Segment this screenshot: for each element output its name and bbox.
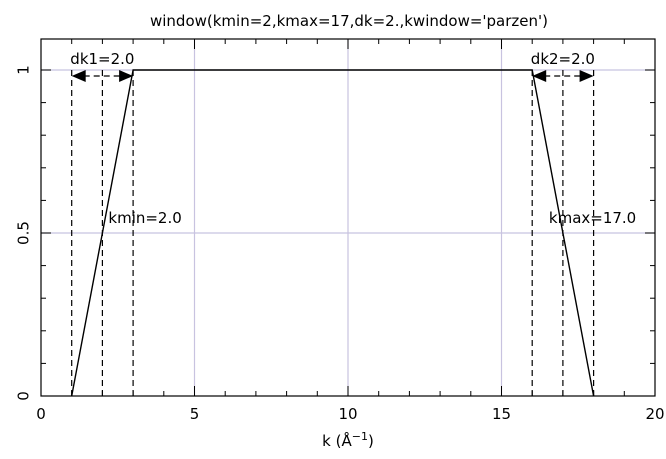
x-axis-label: k (Å−1) [322,430,374,450]
ticks: 0 5 10 15 20 0 0.5 1 [15,39,665,423]
dk1-arrow-head-right [119,70,134,82]
kmin-label: kmin=2.0 [108,209,181,227]
x-axis-label-sup: −1 [352,430,368,443]
dk1-arrow-head-left [71,70,86,82]
dk1-label: dk1=2.0 [70,50,134,68]
y-tick-label: 0 [15,391,33,401]
x-axis-label-close: ) [368,432,374,450]
y-tick-label: 1 [15,65,33,75]
x-tick-label: 10 [338,405,357,423]
annotations: dk1=2.0 dk2=2.0 kmin=2.0 kmax=17.0 [70,50,636,227]
kmax-label: kmax=17.0 [549,209,636,227]
dk2-label: dk2=2.0 [531,50,595,68]
chart-title: window(kmin=2,kmax=17,dk=2.,kwindow='par… [150,12,548,30]
x-axis-label-main: k (Å [322,431,352,450]
x-tick-label: 5 [190,405,200,423]
x-tick-label: 20 [645,405,664,423]
x-tick-label: 15 [492,405,511,423]
window-line [71,69,595,397]
dk2-arrow-head-right [579,70,594,82]
dk2-arrow-head-left [532,70,547,82]
x-tick-label: 0 [36,405,46,423]
plot-area [71,69,595,397]
y-tick-label: 0.5 [15,221,33,245]
